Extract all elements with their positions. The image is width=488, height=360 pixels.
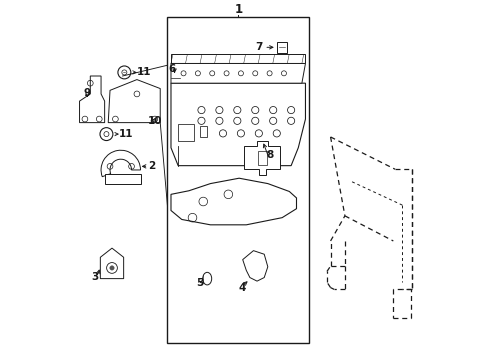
- Text: 1: 1: [234, 3, 242, 16]
- Polygon shape: [108, 80, 160, 123]
- Text: 10: 10: [147, 116, 162, 126]
- Wedge shape: [101, 150, 140, 177]
- Text: 9: 9: [84, 88, 91, 98]
- Text: 7: 7: [255, 42, 262, 52]
- Polygon shape: [100, 248, 123, 279]
- Polygon shape: [171, 54, 305, 63]
- Bar: [276, 42, 286, 53]
- Bar: [178, 125, 194, 140]
- Polygon shape: [104, 174, 140, 184]
- Circle shape: [110, 266, 114, 270]
- Bar: [199, 126, 206, 137]
- Text: 4: 4: [238, 283, 245, 293]
- Polygon shape: [80, 76, 104, 123]
- Polygon shape: [171, 178, 296, 225]
- Text: 8: 8: [265, 150, 273, 160]
- Polygon shape: [244, 140, 280, 175]
- Polygon shape: [171, 63, 305, 83]
- Text: 5: 5: [196, 278, 203, 288]
- Bar: [258, 150, 266, 165]
- Polygon shape: [242, 251, 267, 281]
- Text: 3: 3: [91, 272, 99, 282]
- Text: 11: 11: [137, 67, 151, 77]
- Text: 6: 6: [168, 64, 175, 74]
- Bar: [167, 17, 308, 343]
- Ellipse shape: [203, 273, 211, 285]
- Text: 2: 2: [148, 161, 155, 171]
- Polygon shape: [171, 83, 305, 166]
- Text: 11: 11: [119, 129, 133, 139]
